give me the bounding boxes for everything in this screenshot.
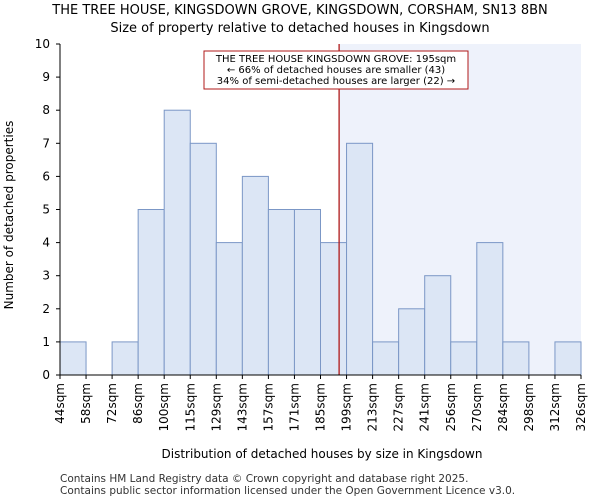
- x-tick-label: 72sqm: [105, 383, 119, 424]
- y-tick-label: 6: [42, 169, 50, 183]
- annotation-box: THE TREE HOUSE KINGSDOWN GROVE: 195sqm ←…: [203, 50, 469, 90]
- x-tick-label: 298sqm: [522, 383, 536, 431]
- x-tick-label: 270sqm: [470, 383, 484, 431]
- annotation-line-1: THE TREE HOUSE KINGSDOWN GROVE: 195sqm: [215, 54, 456, 65]
- x-tick-label: 213sqm: [366, 383, 380, 431]
- y-ticks: 0 1 2 3 4 5 6 7 8 9 10: [35, 37, 60, 382]
- x-ticks: 44sqm 58sqm 72sqm 86sqm 100sqm 115sqm 129sqm 14…: [53, 375, 588, 431]
- y-tick-label: 7: [42, 136, 50, 150]
- x-tick-label: 284sqm: [496, 383, 510, 431]
- x-tick-label: 143sqm: [235, 383, 249, 431]
- bar-256sqm: [450, 341, 478, 376]
- x-tick-label: 157sqm: [261, 383, 275, 431]
- x-tick-label: 115sqm: [183, 383, 197, 431]
- highlight-region: [339, 44, 581, 375]
- x-tick-label: 199sqm: [340, 383, 354, 431]
- bar-157sqm: [267, 209, 295, 376]
- bar-group: [59, 109, 582, 376]
- chart-subtitle: Size of property relative to detached ho…: [110, 21, 490, 36]
- bar-213sqm: [372, 341, 400, 376]
- x-tick-label: 58sqm: [79, 383, 93, 424]
- bar-44sqm: [59, 341, 87, 376]
- x-tick-label: 312sqm: [548, 383, 562, 431]
- x-tick-label: 171sqm: [287, 383, 301, 431]
- y-tick-label: 10: [35, 37, 50, 51]
- y-tick-label: 1: [42, 335, 50, 349]
- y-tick-label: 9: [42, 70, 50, 84]
- bar-284sqm: [502, 341, 530, 376]
- x-tick-label: 100sqm: [157, 383, 171, 431]
- bar-86sqm: [137, 209, 165, 376]
- x-tick-label: 227sqm: [392, 383, 406, 431]
- y-tick-label: 2: [42, 302, 50, 316]
- bar-129sqm: [215, 242, 243, 376]
- x-tick-label: 44sqm: [53, 383, 67, 424]
- bar-270sqm: [476, 242, 504, 376]
- y-tick-label: 0: [42, 368, 50, 382]
- bar-312sqm: [554, 341, 582, 376]
- footer-line-2: Contains public sector information licen…: [60, 485, 516, 497]
- x-tick-label: 86sqm: [131, 383, 145, 424]
- x-tick-label: 129sqm: [209, 383, 223, 431]
- bar-199sqm: [346, 142, 374, 376]
- bar-241sqm: [424, 275, 452, 376]
- bar-72sqm: [111, 341, 139, 376]
- x-tick-label: 326sqm: [574, 383, 588, 431]
- bar-185sqm: [320, 242, 348, 376]
- x-axis-label: Distribution of detached houses by size …: [162, 447, 483, 461]
- y-tick-label: 4: [42, 236, 50, 250]
- chart-title: THE TREE HOUSE, KINGSDOWN GROVE, KINGSDO…: [52, 3, 548, 18]
- footer-line-1: Contains HM Land Registry data © Crown c…: [60, 473, 469, 485]
- annotation-line-2: ← 66% of detached houses are smaller (43…: [227, 65, 445, 76]
- y-axis-label: Number of detached properties: [2, 121, 16, 310]
- bar-115sqm: [189, 142, 217, 376]
- x-tick-label: 185sqm: [314, 383, 328, 431]
- annotation-border: [203, 50, 469, 90]
- highlight-region-rect: [339, 44, 581, 375]
- y-tick-label: 3: [42, 269, 50, 283]
- bar-143sqm: [241, 175, 269, 376]
- y-tick-label: 5: [42, 203, 50, 217]
- bar-171sqm: [293, 209, 322, 376]
- annotation-line-3: 34% of semi-detached houses are larger (…: [217, 76, 455, 87]
- x-tick-label: 241sqm: [418, 383, 432, 431]
- bar-100sqm: [163, 109, 191, 376]
- y-tick-label: 8: [42, 103, 50, 117]
- bar-chart: 0 1 2 3 4 5 6 7 8 9 10 44sqm 58sqm 72sqm 86sqm 100sqm 1…: [2, 37, 588, 461]
- x-tick-label: 256sqm: [444, 383, 458, 431]
- bar-227sqm: [398, 308, 426, 376]
